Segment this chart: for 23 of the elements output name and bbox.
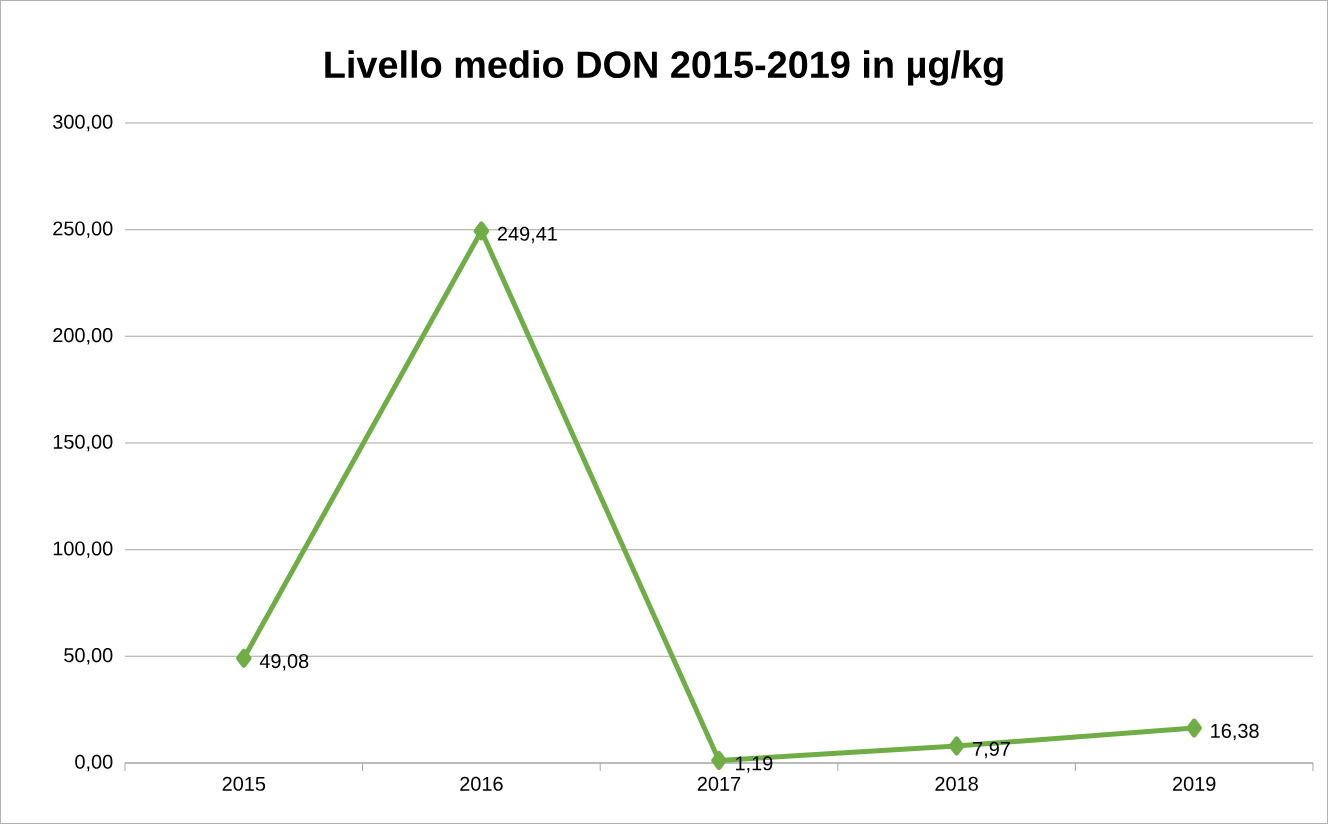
point <box>1186 718 1202 738</box>
y-tick-label: 150,00 <box>53 434 113 452</box>
chart-title: Livello medio DON 2015-2019 in µg/kg <box>325 50 1003 86</box>
data-label: 7,97 <box>973 741 1010 759</box>
point <box>236 648 252 668</box>
x-tick-label: 2019 <box>1173 776 1216 791</box>
data-label: 249,41 <box>497 226 557 244</box>
x-tick-label: 2016 <box>460 776 503 791</box>
y-tick-label: 200,00 <box>53 328 113 345</box>
x-tick-label: 2018 <box>935 776 978 791</box>
x-tick-label: 2017 <box>697 776 741 791</box>
x-tick-label: 2015 <box>222 776 266 791</box>
point <box>948 736 965 756</box>
y-tick-label: 0,00 <box>75 754 113 772</box>
data-label: 16,38 <box>1211 723 1259 741</box>
data-label: 49,08 <box>259 654 309 671</box>
y-tick-label: 300,00 <box>53 114 113 132</box>
y-tick-label: 50,00 <box>64 648 113 665</box>
y-tick-label: 100,00 <box>53 541 113 558</box>
point <box>711 750 727 770</box>
point <box>473 221 490 241</box>
y-tick-label: 250,00 <box>53 221 113 238</box>
data-label: 1,19 <box>736 756 773 773</box>
